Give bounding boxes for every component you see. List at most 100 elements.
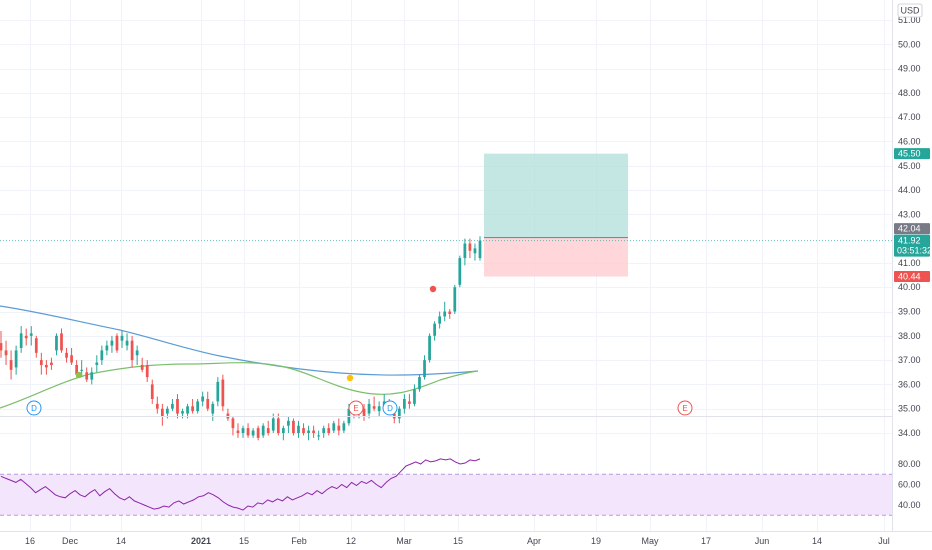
candle-body	[211, 403, 215, 414]
candle	[443, 301, 447, 322]
candle-body	[271, 418, 275, 431]
candle-body	[150, 384, 154, 399]
candle-body	[216, 381, 220, 402]
time-tick-label: Jun	[755, 536, 770, 546]
profit-zone	[484, 153, 628, 238]
stop-price-tag-box	[894, 271, 930, 283]
candle-body	[402, 398, 406, 409]
candle	[60, 328, 63, 353]
candle	[9, 350, 13, 380]
time-tick-label: 2021	[191, 536, 211, 546]
candle	[120, 330, 124, 348]
candle	[45, 360, 48, 375]
candle	[266, 420, 270, 436]
event-marker-circle	[26, 400, 42, 416]
moving-average-fast-line	[0, 305, 479, 376]
candle-body	[367, 403, 371, 414]
candle	[186, 403, 189, 419]
entry-price-tag-box	[894, 223, 930, 235]
candle	[176, 394, 179, 419]
time-axis[interactable]: 16 Dec 14 2021 15 Feb 12 Mar 15 Apr 19 May 17 Jun 14 Ju…	[25, 536, 890, 546]
candle-body	[292, 420, 295, 433]
moving-average-slow-line	[0, 362, 479, 409]
oscillator-line	[0, 458, 481, 511]
candle-body	[372, 406, 376, 409]
candle-body	[186, 406, 189, 414]
candle-body	[85, 372, 89, 380]
stop-price-tag: 40.44	[894, 271, 930, 283]
candle	[302, 423, 305, 436]
candle-body	[332, 423, 336, 431]
candle-body	[423, 360, 426, 378]
candle	[70, 347, 73, 365]
candle-body	[221, 379, 225, 407]
price-tick-label: 38.00	[898, 331, 921, 341]
candle	[211, 401, 215, 421]
candle	[292, 418, 295, 436]
oscillator-band	[0, 474, 892, 516]
target-price-tag: 45.50	[894, 148, 930, 160]
price-axis[interactable]: 34.00 35.00 36.00 37.00 38.00 39.00 40.00 41.00…	[898, 15, 921, 510]
candle	[196, 398, 200, 414]
candle	[55, 333, 58, 356]
candle	[418, 374, 421, 392]
candle	[473, 243, 477, 261]
entry-price-tag: 42.04	[894, 223, 930, 235]
candle-body	[448, 311, 452, 314]
candle	[362, 403, 366, 421]
candle-body	[140, 364, 144, 370]
event-marker-label: D	[31, 404, 37, 413]
candle	[110, 335, 114, 353]
position-tool[interactable]	[0, 153, 892, 277]
candle	[367, 398, 371, 419]
candle-body	[75, 364, 79, 375]
candle	[312, 425, 315, 438]
candle-body	[24, 335, 28, 339]
candle	[281, 425, 285, 441]
price-tick-label: 40.00	[898, 282, 921, 292]
candle	[448, 309, 452, 319]
candle	[201, 391, 205, 407]
price-tick-label: 46.00	[898, 136, 921, 146]
event-marker-label: E	[682, 404, 687, 413]
candle-body	[39, 360, 43, 365]
candle-body	[312, 430, 315, 433]
grid-lines	[0, 0, 892, 531]
candle	[438, 311, 442, 329]
candle	[322, 425, 326, 438]
event-marker-circle	[677, 400, 693, 416]
candle-body	[160, 408, 164, 416]
price-tick-label: 44.00	[898, 185, 921, 195]
candle-body	[191, 406, 194, 412]
candle-body	[408, 401, 411, 404]
candle	[433, 321, 436, 341]
candle	[251, 428, 255, 438]
candle-body	[181, 411, 184, 414]
candle-body	[130, 340, 134, 361]
candle-body	[397, 408, 401, 419]
candle-body	[110, 340, 114, 346]
time-tick-label: Dec	[62, 536, 79, 546]
time-tick-label: 15	[453, 536, 463, 546]
candle	[337, 418, 341, 436]
event-marker-circle	[382, 400, 398, 416]
candle	[423, 355, 426, 380]
event-marker-e: E	[348, 400, 364, 416]
currency-badge[interactable]: USD	[897, 3, 923, 18]
candle-body	[226, 413, 230, 419]
candle	[19, 326, 23, 353]
time-tick-label: Feb	[291, 536, 307, 546]
time-tick-label: 15	[239, 536, 249, 546]
candle-body	[443, 311, 447, 317]
target-price-tag-box	[894, 148, 930, 160]
candle	[50, 357, 53, 370]
entry-price-tag-text: 42.04	[898, 224, 921, 234]
signal-dots	[75, 285, 437, 382]
candle-body	[342, 423, 346, 431]
price-tick-label: 45.00	[898, 161, 921, 171]
candle	[458, 255, 462, 288]
candle	[65, 347, 68, 363]
